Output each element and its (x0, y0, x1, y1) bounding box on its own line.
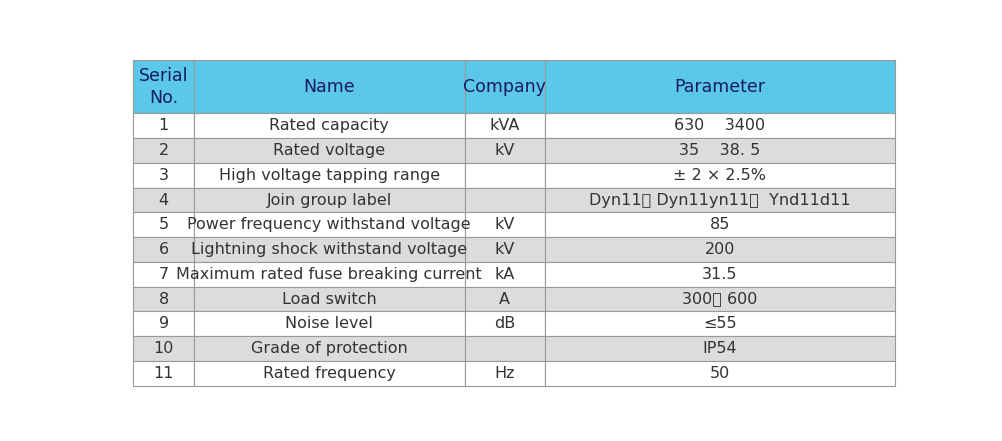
Text: kV: kV (494, 143, 514, 158)
Bar (544, 262, 894, 287)
Text: Hz: Hz (494, 366, 514, 381)
Text: Serial
No.: Serial No. (138, 67, 188, 107)
Text: Rated voltage: Rated voltage (273, 143, 385, 158)
Bar (133, 188, 194, 213)
Bar (464, 163, 544, 188)
Text: Noise level: Noise level (286, 316, 373, 331)
Text: 35    38. 5: 35 38. 5 (678, 143, 760, 158)
Bar (464, 311, 544, 336)
Bar (544, 60, 894, 113)
Bar (194, 336, 464, 361)
Bar (544, 188, 894, 213)
Text: Power frequency withstand voltage: Power frequency withstand voltage (187, 217, 471, 232)
Bar (464, 336, 544, 361)
Bar (464, 237, 544, 262)
Bar (464, 287, 544, 311)
Text: 7: 7 (158, 267, 168, 282)
Bar (464, 213, 544, 237)
Bar (133, 311, 194, 336)
Bar (544, 213, 894, 237)
Text: Lightning shock withstand voltage: Lightning shock withstand voltage (191, 242, 467, 257)
Text: Rated frequency: Rated frequency (263, 366, 396, 381)
Text: ≤55: ≤55 (702, 316, 735, 331)
Bar (464, 361, 544, 386)
Bar (544, 113, 894, 138)
Text: 300， 600: 300， 600 (681, 292, 757, 306)
Text: 9: 9 (158, 316, 168, 331)
Text: 8: 8 (158, 292, 168, 306)
Text: ± 2 × 2.5%: ± 2 × 2.5% (672, 168, 766, 183)
Bar (133, 213, 194, 237)
Text: Company: Company (463, 78, 545, 96)
Text: Join group label: Join group label (267, 193, 392, 208)
Text: 4: 4 (158, 193, 168, 208)
Text: 2: 2 (158, 143, 168, 158)
Bar (544, 336, 894, 361)
Text: kV: kV (494, 217, 514, 232)
Bar (464, 138, 544, 163)
Text: 10: 10 (153, 341, 173, 356)
Text: Parameter: Parameter (673, 78, 765, 96)
Bar (194, 311, 464, 336)
Bar (194, 262, 464, 287)
Bar (464, 188, 544, 213)
Bar (544, 138, 894, 163)
Text: kVA: kVA (489, 118, 519, 133)
Bar (133, 138, 194, 163)
Bar (464, 262, 544, 287)
Text: kA: kA (494, 267, 514, 282)
Bar (544, 237, 894, 262)
Bar (133, 361, 194, 386)
Text: 85: 85 (708, 217, 729, 232)
Text: 50: 50 (708, 366, 729, 381)
Text: Maximum rated fuse breaking current: Maximum rated fuse breaking current (176, 267, 482, 282)
Bar (194, 113, 464, 138)
Bar (133, 287, 194, 311)
Bar (133, 237, 194, 262)
Text: 200: 200 (703, 242, 734, 257)
Text: Rated capacity: Rated capacity (270, 118, 389, 133)
Text: 11: 11 (153, 366, 173, 381)
Text: Name: Name (304, 78, 355, 96)
Text: dB: dB (493, 316, 515, 331)
Bar (194, 213, 464, 237)
Bar (133, 336, 194, 361)
Bar (544, 163, 894, 188)
Text: 5: 5 (158, 217, 168, 232)
Bar (464, 113, 544, 138)
Bar (133, 262, 194, 287)
Bar (133, 60, 194, 113)
Bar (194, 361, 464, 386)
Text: High voltage tapping range: High voltage tapping range (218, 168, 440, 183)
Bar (133, 113, 194, 138)
Bar (194, 287, 464, 311)
Bar (194, 163, 464, 188)
Bar (194, 188, 464, 213)
Text: kV: kV (494, 242, 514, 257)
Text: Load switch: Load switch (282, 292, 377, 306)
Text: 1: 1 (158, 118, 168, 133)
Bar (194, 237, 464, 262)
Bar (464, 60, 544, 113)
Text: 630    3400: 630 3400 (673, 118, 765, 133)
Text: Dyn11， Dyn11yn11，  Ynd11d11: Dyn11， Dyn11yn11， Ynd11d11 (588, 193, 850, 208)
Text: 3: 3 (158, 168, 168, 183)
Text: IP54: IP54 (701, 341, 736, 356)
Bar (544, 287, 894, 311)
Text: Grade of protection: Grade of protection (250, 341, 407, 356)
Text: 6: 6 (158, 242, 168, 257)
Bar (194, 60, 464, 113)
Text: A: A (499, 292, 509, 306)
Bar (194, 138, 464, 163)
Bar (544, 361, 894, 386)
Text: 31.5: 31.5 (701, 267, 736, 282)
Bar (544, 311, 894, 336)
Bar (133, 163, 194, 188)
